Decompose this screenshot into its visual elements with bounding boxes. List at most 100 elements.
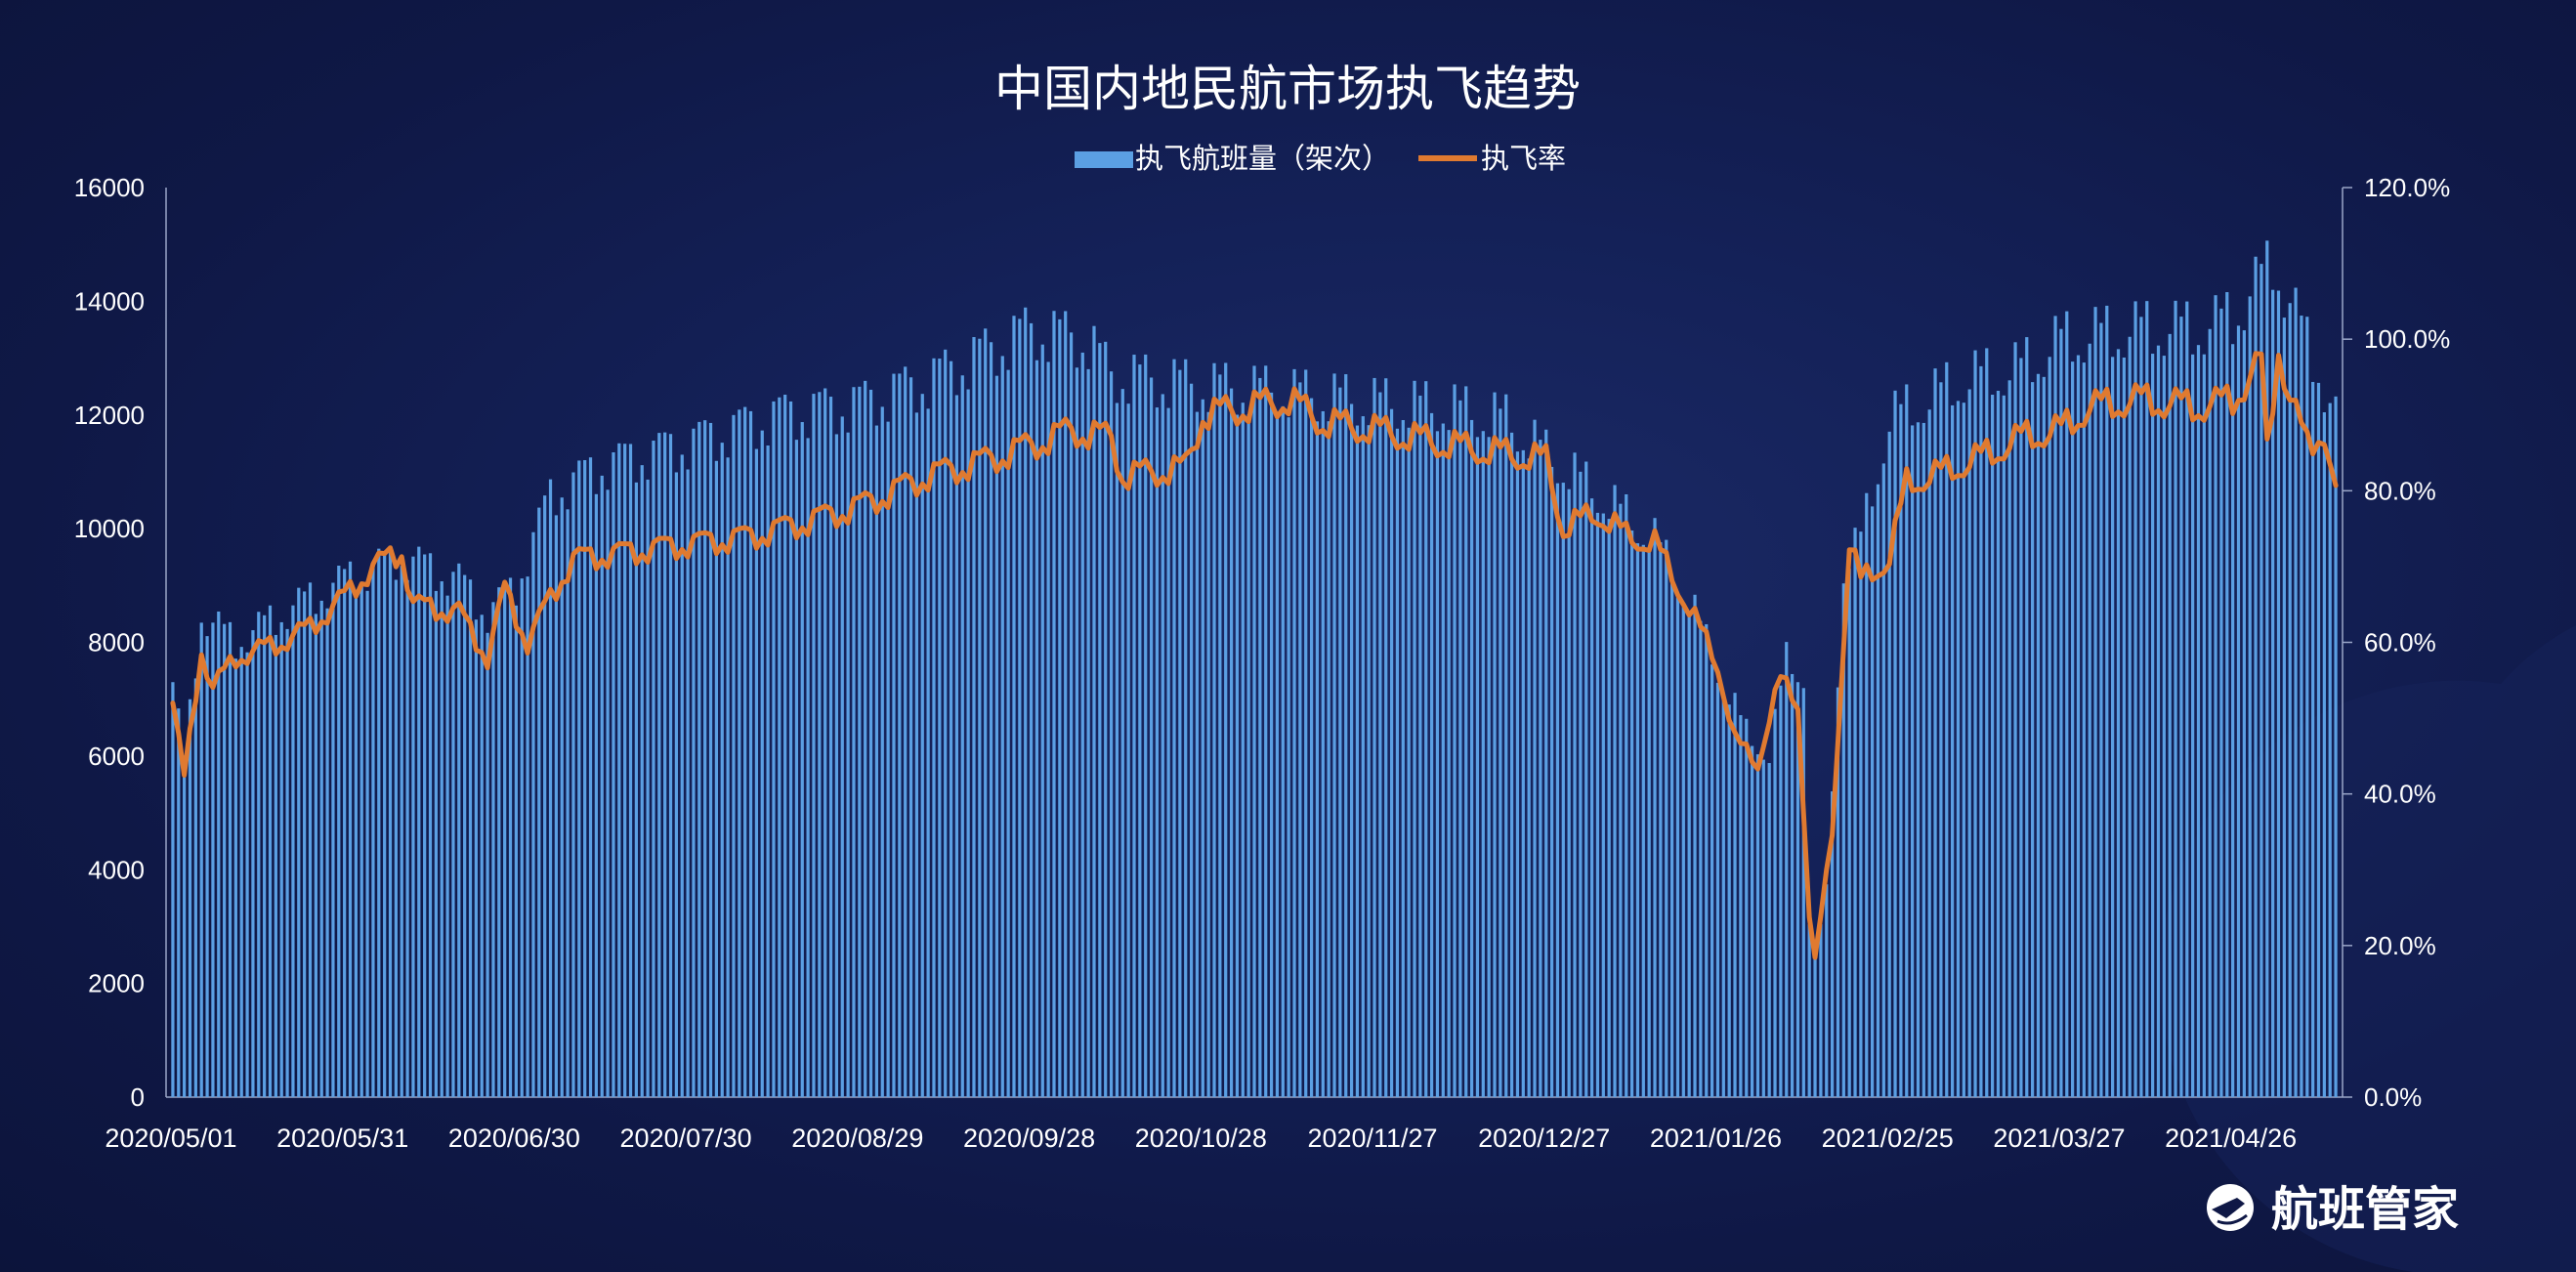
- flights-bar: [193, 678, 197, 1097]
- flights-bar: [1985, 348, 1989, 1097]
- flights-bar: [2025, 337, 2029, 1097]
- flights-bar: [1876, 484, 1880, 1097]
- flights-bar: [1589, 498, 1594, 1097]
- flights-bar: [1372, 377, 1376, 1097]
- flights-bar: [692, 428, 696, 1097]
- flights-bar: [1607, 519, 1611, 1097]
- flights-bar: [199, 622, 203, 1097]
- flights-bar: [1945, 361, 1949, 1098]
- flights-bar: [1951, 404, 1955, 1097]
- flights-bar: [1149, 377, 1154, 1097]
- flights-bar: [1555, 483, 1560, 1097]
- flights-bar: [1527, 458, 1531, 1097]
- left-tick-label: 16000: [74, 173, 145, 202]
- flights-bar: [1429, 412, 1434, 1097]
- flights-bar: [944, 349, 948, 1097]
- flights-bar: [1075, 367, 1079, 1097]
- flights-bar: [1447, 430, 1451, 1097]
- flights-bar: [1699, 620, 1703, 1097]
- flights-bar: [394, 579, 398, 1097]
- flights-bar: [337, 566, 341, 1097]
- flights-bar: [2322, 412, 2326, 1098]
- flights-bar: [480, 615, 484, 1097]
- flights-bar: [531, 531, 535, 1097]
- flights-bar: [1235, 414, 1240, 1097]
- flights-bar: [1853, 528, 1857, 1097]
- flights-bar: [778, 397, 781, 1098]
- flights-bar: [2202, 354, 2206, 1098]
- flights-bar: [1710, 664, 1714, 1097]
- flights-bar: [2276, 290, 2281, 1097]
- flights-bar: [1579, 471, 1583, 1097]
- flights-bar: [400, 566, 403, 1097]
- flights-bar: [571, 472, 575, 1097]
- flights-bar: [1544, 429, 1548, 1097]
- flights-bar: [1195, 411, 1200, 1098]
- flights-bar: [1859, 531, 1863, 1097]
- flights-bar: [2105, 305, 2109, 1097]
- flights-bar: [674, 472, 679, 1097]
- flights-bar: [279, 621, 283, 1097]
- flights-bar: [308, 582, 313, 1097]
- left-axis-ticks: 0 2000 4000 6000 8000 10000 12000 14000 16000: [74, 173, 145, 1112]
- flights-bar: [1252, 365, 1256, 1097]
- flights-bar: [285, 628, 289, 1097]
- flights-bar: [2151, 354, 2155, 1097]
- flights-bar: [1184, 359, 1188, 1097]
- flights-bar: [1092, 325, 1096, 1098]
- flights-bar: [1801, 688, 1805, 1097]
- flights-bar: [2271, 289, 2275, 1097]
- flights-bar: [828, 397, 833, 1097]
- flights-bar: [1745, 718, 1749, 1097]
- flights-bar: [2208, 328, 2212, 1097]
- flights-bar: [554, 515, 558, 1097]
- flights-bar: [1309, 398, 1314, 1097]
- flights-bar: [852, 387, 856, 1097]
- right-tick-label: 60.0%: [2364, 628, 2436, 657]
- chart-title: 中国内地民航市场执飞趋势: [994, 62, 1581, 116]
- legend-label-flights: 执飞航班量（架次）: [1135, 143, 1390, 175]
- flights-bar: [1355, 425, 1360, 1097]
- flights-bar: [319, 600, 323, 1097]
- x-tick-label: 2020/09/28: [963, 1124, 1095, 1153]
- flights-bar: [984, 328, 988, 1097]
- flights-bar: [1064, 311, 1068, 1097]
- flights-bar: [2196, 345, 2201, 1098]
- flights-bar: [1229, 388, 1234, 1097]
- flights-bar: [1830, 791, 1835, 1097]
- right-axis-ticks: 0.0% 20.0% 40.0% 60.0% 80.0% 100.0% 120.0%: [2343, 173, 2450, 1112]
- flights-bar: [1681, 605, 1685, 1097]
- flights-bar: [646, 479, 650, 1097]
- flights-bar: [417, 546, 421, 1097]
- flights-bar: [978, 338, 982, 1097]
- flights-bar: [428, 553, 433, 1097]
- flights-bar: [846, 432, 850, 1097]
- flights-bar: [1172, 359, 1176, 1098]
- flights-bar: [748, 410, 753, 1097]
- flights-bar: [1739, 715, 1743, 1097]
- flights-bar: [1435, 431, 1440, 1097]
- flights-bar: [834, 434, 839, 1097]
- flights-bar: [960, 375, 964, 1097]
- left-tick-label: 2000: [88, 969, 145, 998]
- flights-bar: [680, 454, 684, 1098]
- flights-bar: [1613, 485, 1617, 1098]
- flights-bar: [617, 443, 621, 1097]
- flights-bar: [1338, 387, 1342, 1098]
- flights-bar: [2059, 328, 2063, 1098]
- flights-bar: [377, 548, 381, 1097]
- flights-bar: [1819, 923, 1823, 1097]
- flights-bar: [2288, 303, 2292, 1097]
- flights-bar: [1069, 332, 1074, 1097]
- flights-bar: [1321, 410, 1325, 1097]
- flights-bar: [720, 443, 724, 1097]
- flights-bar: [1487, 437, 1491, 1097]
- flights-bar: [1881, 463, 1885, 1097]
- flights-bar: [1773, 708, 1777, 1097]
- flights-bar: [1378, 392, 1382, 1098]
- flights-bar: [1418, 395, 1422, 1098]
- flights-bar: [183, 755, 187, 1097]
- flights-bar: [1911, 425, 1915, 1098]
- flights-bar: [1367, 425, 1371, 1098]
- flights-bar: [1046, 361, 1050, 1097]
